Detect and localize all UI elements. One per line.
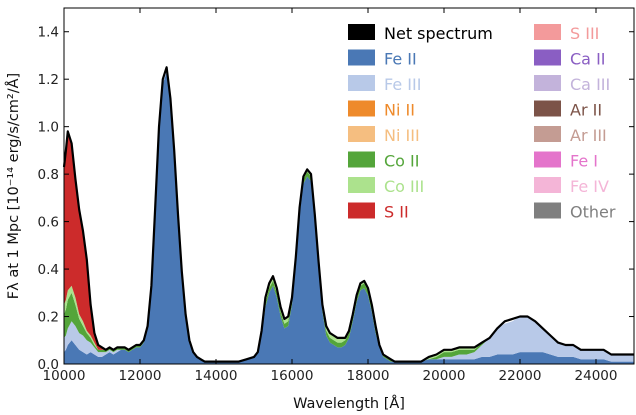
legend-swatch [534,49,561,66]
legend-label: Ar II [570,101,602,120]
plot-frame [63,7,635,365]
legend-entry-s-ii: S II [348,202,409,222]
legend-entry-ar-iii: Ar III [534,126,607,145]
legend-label: Fe I [570,152,598,171]
legend-entry-co-iii: Co III [348,177,424,196]
legend-entry-ar-ii: Ar II [534,100,602,120]
x-tick-label: 20000 [423,368,466,384]
legend-label: Ca III [570,75,610,94]
y-tick-label: 1.0 [38,120,59,136]
legend-swatch [348,177,375,193]
y-tick-label: 0.6 [38,215,59,231]
legend-entry-ni-ii: Ni II [348,100,415,120]
x-axis-label: Wavelength [Å] [293,395,405,412]
legend-swatch [348,49,375,66]
legend-label: Ni III [384,126,420,145]
legend-entry-co-ii: Co II [348,151,419,171]
net-spectrum-line-group [62,66,634,363]
x-tick-label: 10000 [43,368,86,384]
legend-label: S III [570,24,599,43]
legend-entry-other: Other [534,202,616,222]
legend-swatch [534,202,561,219]
y-tick-label: 0.4 [38,262,59,278]
legend-swatch [348,100,375,117]
legend-label: Net spectrum [384,24,493,43]
legend-label: Ar III [570,126,607,145]
legend-label: S II [384,203,409,222]
legend-entry-s-iii: S III [534,24,599,43]
x-tick-label: 24000 [575,368,618,384]
legend-label: Co II [384,152,419,171]
y-tick-label: 1.2 [38,72,59,88]
legend-swatch [348,24,375,40]
legend-entry-fe-i: Fe I [534,151,598,171]
legend: Net spectrum Fe II Fe III Ni II Ni III Co II C… [348,24,616,222]
legend-swatch [348,151,375,168]
x-tick-label: 16000 [271,368,314,384]
legend-entry-fe-iv: Fe IV [534,177,609,196]
y-tick-label: 1.4 [38,25,59,41]
x-tick-label: 14000 [195,368,238,384]
legend-swatch [534,151,561,168]
y-axis: 0.0 0.2 0.4 0.6 0.8 1.0 1.2 1.4 [38,25,634,373]
legend-label: Other [570,203,616,222]
y-tick-label: 0.0 [38,357,59,373]
x-tick-label: 12000 [119,368,162,384]
legend-entry-fe-ii: Fe II [348,49,417,69]
legend-swatch [348,126,375,142]
legend-entry-net-spectrum: Net spectrum [348,24,493,43]
x-axis: 10000 12000 14000 16000 18000 20000 22000 24000 [43,8,618,384]
legend-label: Fe III [384,75,421,94]
legend-swatch [534,177,561,193]
legend-entry-ca-ii: Ca II [534,49,606,69]
legend-entry-ni-iii: Ni III [348,126,420,145]
legend-swatch [534,24,561,40]
legend-label: Ca II [570,50,606,69]
legend-label: Ni II [384,101,415,120]
legend-swatch [534,100,561,117]
x-tick-label: 22000 [499,368,542,384]
legend-entry-fe-iii: Fe III [348,75,421,94]
legend-swatch [534,126,561,142]
legend-swatch [534,75,561,91]
legend-swatch [348,202,375,219]
x-tick-label: 18000 [347,368,390,384]
legend-label: Fe IV [570,177,609,196]
net-spectrum-line [62,66,634,363]
y-tick-label: 0.8 [38,167,59,183]
legend-label: Co III [384,177,424,196]
legend-swatch [348,75,375,91]
y-tick-label: 0.2 [38,310,59,326]
legend-entry-ca-iii: Ca III [534,75,610,94]
legend-label: Fe II [384,50,417,69]
y-axis-label: Fλ at 1 Mpc [10⁻¹⁴ erg/s/cm²/Å] [5,73,22,299]
